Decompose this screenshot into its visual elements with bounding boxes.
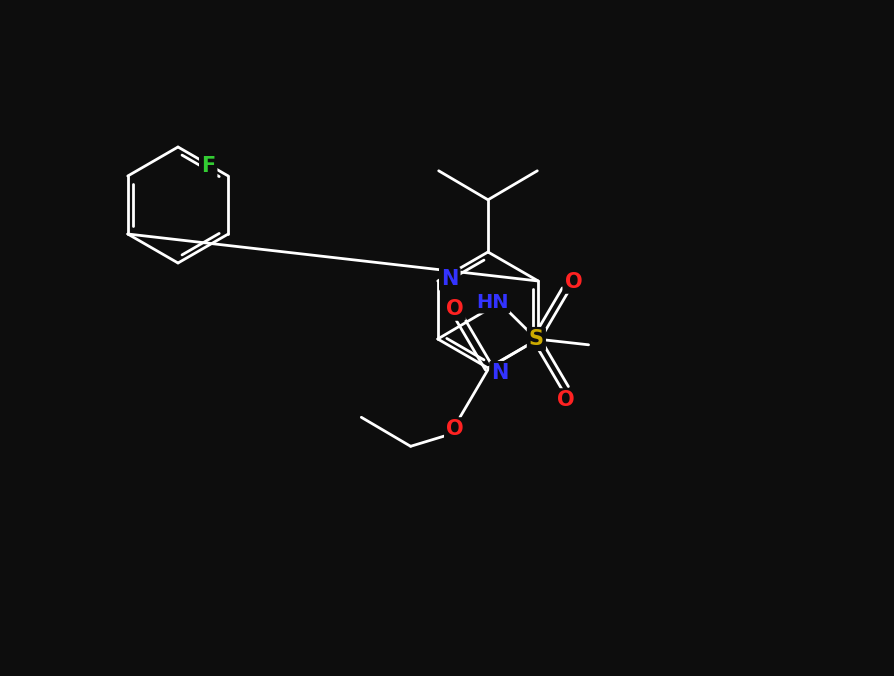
Text: N: N [441, 269, 458, 289]
Text: O: O [564, 272, 581, 292]
Text: O: O [445, 419, 463, 439]
Text: S: S [528, 329, 544, 349]
Text: O: O [556, 390, 574, 410]
Text: N: N [491, 363, 508, 383]
Text: HN: HN [476, 293, 508, 312]
Text: O: O [445, 299, 463, 318]
Text: F: F [201, 156, 215, 176]
